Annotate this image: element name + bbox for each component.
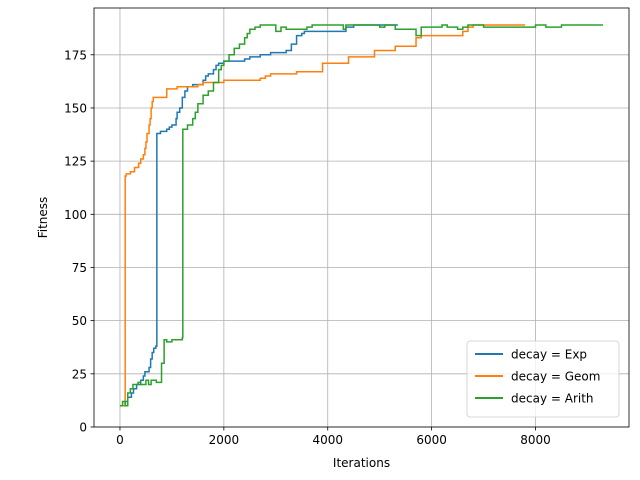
x-axis-label: Iterations	[333, 456, 390, 470]
legend-label-0: decay = Exp	[511, 348, 587, 362]
x-tick-label: 4000	[312, 433, 343, 447]
series-line-1	[119, 24, 526, 407]
y-axis-label: Fitness	[36, 197, 50, 239]
axis-ticks: 0 2000 4000 6000 8000 0 25 50 75 100 125 150 175	[64, 48, 551, 447]
x-tick-label: 8000	[520, 433, 551, 447]
legend-box	[466, 340, 620, 418]
y-tick-label: 125	[64, 155, 87, 169]
legend-label-1: decay = Geom	[511, 370, 600, 384]
x-tick-label: 6000	[416, 433, 447, 447]
y-tick-label: 0	[79, 421, 87, 435]
series-lines	[119, 24, 604, 407]
legend: decay = Exp decay = Geom decay = Arith	[466, 340, 620, 418]
series-line-0	[119, 24, 398, 407]
plot-area-frame	[93, 7, 630, 428]
x-tick-label: 2000	[209, 433, 240, 447]
y-tick-label: 150	[64, 101, 87, 115]
y-tick-label: 75	[72, 261, 87, 275]
y-tick-label: 175	[64, 48, 87, 62]
legend-label-2: decay = Arith	[511, 392, 594, 406]
y-tick-label: 25	[72, 367, 87, 381]
y-tick-label: 100	[64, 208, 87, 222]
y-tick-label: 50	[72, 314, 87, 328]
series-line-2	[119, 24, 604, 407]
x-tick-label: 0	[116, 433, 124, 447]
